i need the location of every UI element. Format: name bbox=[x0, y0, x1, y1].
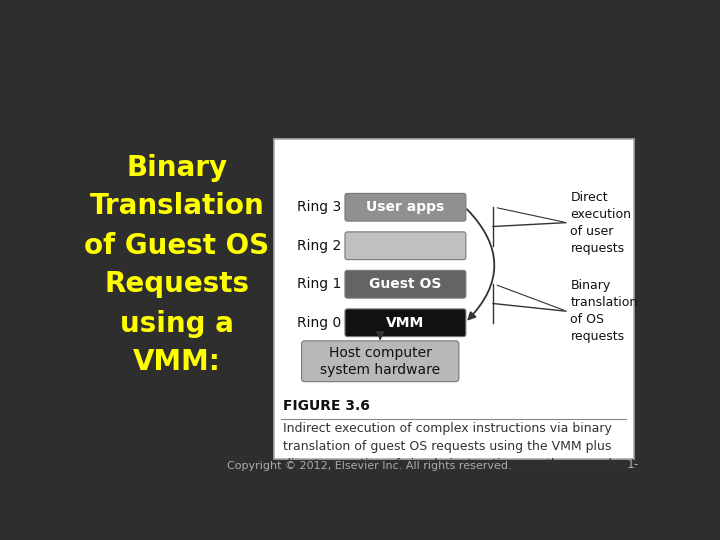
FancyBboxPatch shape bbox=[345, 309, 466, 336]
Text: Ring 3: Ring 3 bbox=[297, 200, 341, 214]
FancyBboxPatch shape bbox=[345, 193, 466, 221]
Text: Guest OS: Guest OS bbox=[369, 277, 441, 291]
Text: Copyright © 2012, Elsevier Inc. All rights reserved.: Copyright © 2012, Elsevier Inc. All righ… bbox=[227, 461, 511, 471]
Text: Ring 1: Ring 1 bbox=[297, 277, 341, 291]
FancyBboxPatch shape bbox=[345, 232, 466, 260]
Text: Ring 2: Ring 2 bbox=[297, 239, 341, 253]
FancyBboxPatch shape bbox=[302, 341, 459, 382]
Text: FIGURE 3.6: FIGURE 3.6 bbox=[283, 399, 370, 413]
Text: Binary
Translation
of Guest OS
Requests
using a
VMM:: Binary Translation of Guest OS Requests … bbox=[84, 153, 269, 376]
Text: 1-: 1- bbox=[626, 458, 639, 471]
Text: Binary
translation
of OS
requests: Binary translation of OS requests bbox=[570, 279, 638, 343]
Text: Ring 0: Ring 0 bbox=[297, 316, 341, 330]
Text: User apps: User apps bbox=[366, 200, 444, 214]
FancyBboxPatch shape bbox=[274, 139, 634, 459]
Text: Host computer
system hardware: Host computer system hardware bbox=[320, 346, 441, 377]
Text: Indirect execution of complex instructions via binary
translation of guest OS re: Indirect execution of complex instructio… bbox=[283, 422, 639, 471]
Text: VMM: VMM bbox=[387, 316, 425, 330]
Text: Direct
execution
of user
requests: Direct execution of user requests bbox=[570, 191, 631, 255]
FancyBboxPatch shape bbox=[345, 271, 466, 298]
